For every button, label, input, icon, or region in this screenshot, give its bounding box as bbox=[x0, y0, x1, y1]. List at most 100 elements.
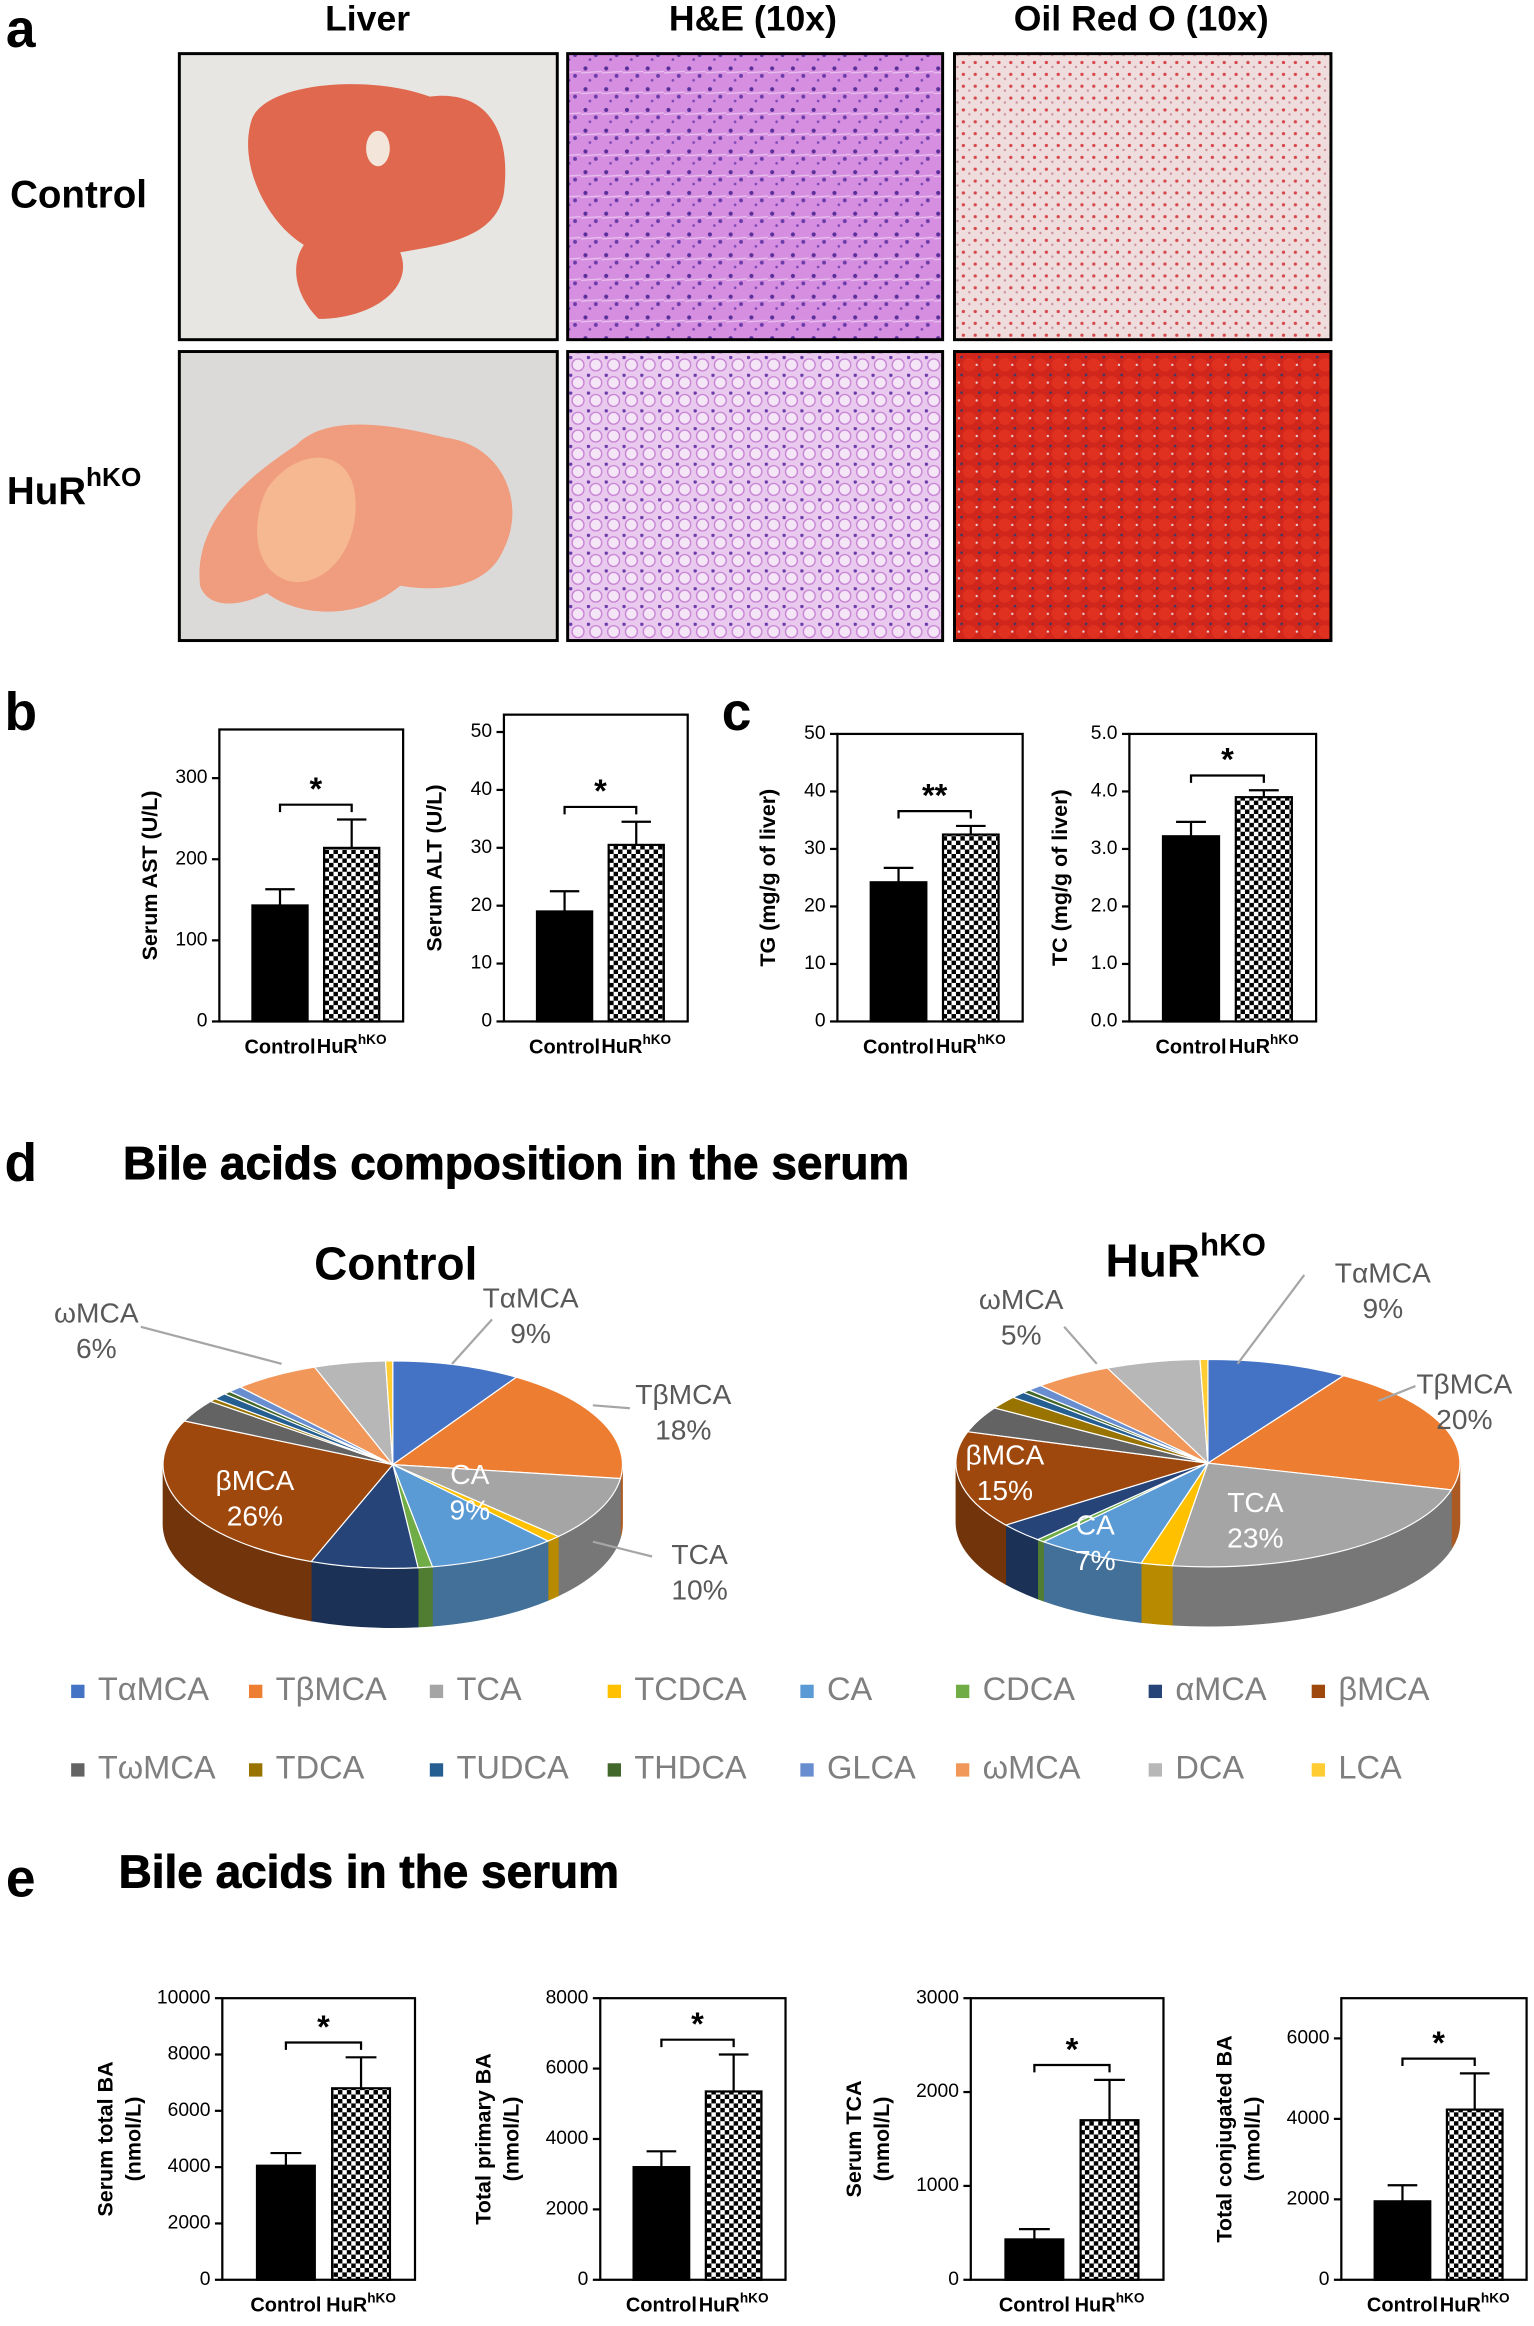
x-tick-label-sup: hKO bbox=[1270, 1032, 1299, 1047]
significance-bracket bbox=[563, 805, 638, 815]
significance-bracket bbox=[284, 2041, 363, 2050]
y-tick-label: 300 bbox=[175, 767, 207, 788]
oil-red-image bbox=[953, 350, 1333, 643]
plot-frame bbox=[599, 1997, 787, 2281]
pie-slice bbox=[310, 1463, 419, 1569]
y-axis-label: (nmol/L) bbox=[499, 2097, 523, 2182]
slice-label: 20% bbox=[1436, 1404, 1492, 1435]
significance: * bbox=[1432, 2024, 1445, 2061]
pie-side bbox=[1037, 1539, 1044, 1602]
pie-slice bbox=[392, 1360, 518, 1466]
bar bbox=[704, 2090, 763, 2281]
bar bbox=[535, 910, 594, 1023]
y-tick-label: 2000 bbox=[916, 2081, 959, 2102]
legend-swatch bbox=[955, 1763, 970, 1777]
bar bbox=[1161, 835, 1221, 1023]
x-tick-label-base: HuR bbox=[1075, 2295, 1117, 2317]
y-tick-label: 2000 bbox=[546, 2198, 589, 2219]
x-tick-label-sup: hKO bbox=[642, 1032, 671, 1047]
bar bbox=[941, 833, 1000, 1023]
slice-name: TCA bbox=[1227, 1487, 1284, 1518]
column-heading: Liver bbox=[325, 0, 410, 38]
legend-swatch bbox=[607, 1763, 622, 1777]
slice-name: ωMCA bbox=[54, 1297, 139, 1328]
legend-label: TαMCA bbox=[98, 1670, 209, 1707]
panel-letter: a bbox=[6, 0, 36, 59]
y-tick-label: 20 bbox=[804, 896, 825, 917]
legend-label: GLCA bbox=[827, 1749, 916, 1786]
legend-swatch bbox=[955, 1684, 970, 1699]
y-tick-label: 50 bbox=[804, 723, 825, 744]
legend-label: βMCA bbox=[1338, 1670, 1429, 1707]
x-tick-label-base: HuR bbox=[1229, 1036, 1271, 1058]
legend-swatch bbox=[429, 1684, 444, 1699]
y-tick-label: 8000 bbox=[168, 2044, 211, 2065]
y-tick-label: 4.0 bbox=[1091, 781, 1118, 802]
pie-slice bbox=[1206, 1375, 1461, 1491]
slice-label: 5% bbox=[1001, 1320, 1042, 1351]
x-tick-label-base: HuR bbox=[601, 1036, 643, 1058]
slice-name: βMCA bbox=[216, 1465, 295, 1496]
y-tick-label: 4000 bbox=[1287, 2108, 1330, 2129]
y-tick-label: 0 bbox=[948, 2269, 959, 2290]
y-tick-label: 10 bbox=[471, 953, 492, 974]
y-tick-label: 2000 bbox=[1287, 2188, 1330, 2209]
legend-label: THDCA bbox=[634, 1749, 747, 1786]
bar bbox=[251, 904, 309, 1023]
bar bbox=[869, 881, 928, 1023]
y-axis-label: TC (mg/g of liver) bbox=[1048, 789, 1072, 966]
x-tick-label: Control bbox=[1367, 2295, 1438, 2317]
slice-label: 10% bbox=[671, 1575, 727, 1606]
liver-lobe bbox=[257, 457, 356, 583]
y-tick-label: 8000 bbox=[546, 1987, 589, 2008]
plot-frame bbox=[221, 1997, 417, 2281]
x-tick-label: Control bbox=[250, 2295, 321, 2317]
y-tick-label: 0 bbox=[1319, 2269, 1330, 2290]
he-image bbox=[566, 350, 945, 643]
bar bbox=[1373, 2200, 1432, 2281]
legend-swatch bbox=[1148, 1763, 1162, 1777]
slice-name: ωMCA bbox=[979, 1284, 1064, 1315]
y-tick-label: 2.0 bbox=[1091, 896, 1118, 917]
y-tick-label: 0 bbox=[815, 1011, 826, 1032]
significance-bracket bbox=[1189, 774, 1265, 783]
y-axis-label: Serum ALT (U/L) bbox=[422, 785, 446, 952]
slice-label: 18% bbox=[655, 1414, 711, 1445]
column-heading: H&E (10x) bbox=[669, 0, 837, 38]
plot-frame bbox=[1128, 732, 1318, 1023]
y-tick-label: 100 bbox=[175, 929, 207, 950]
slice-name: TβMCA bbox=[635, 1379, 731, 1410]
slice-label: 9% bbox=[1362, 1293, 1403, 1324]
x-tick-label: HuRhKO bbox=[936, 1032, 1006, 1058]
x-tick-label: Control bbox=[529, 1036, 600, 1058]
x-tick-label-sup: hKO bbox=[367, 2291, 396, 2306]
legend-swatch bbox=[800, 1763, 814, 1777]
x-tick-label-sup: hKO bbox=[740, 2291, 769, 2306]
column-heading: Oil Red O (10x) bbox=[1014, 0, 1269, 38]
y-axis-label: (nmol/L) bbox=[122, 2097, 146, 2182]
legend-label: LCA bbox=[1338, 1749, 1402, 1786]
pie-side bbox=[417, 1566, 433, 1628]
slice-name: TβMCA bbox=[1416, 1368, 1512, 1399]
x-tick-label-base: HuR bbox=[699, 2295, 741, 2317]
y-tick-label: 3.0 bbox=[1091, 838, 1118, 859]
y-tick-label: 4000 bbox=[168, 2156, 211, 2177]
significance: * bbox=[594, 772, 607, 809]
pie-slice bbox=[1042, 1461, 1210, 1564]
y-tick-label: 0 bbox=[197, 1011, 208, 1032]
slice-label: 15% bbox=[977, 1475, 1033, 1506]
x-tick-label-sup: hKO bbox=[1481, 2291, 1510, 2306]
bar bbox=[1004, 2238, 1065, 2281]
y-axis-label: Serum AST (U/L) bbox=[138, 791, 162, 961]
pie-slice bbox=[391, 1463, 550, 1568]
slice-name: CA bbox=[1076, 1509, 1115, 1540]
panel-letter: b bbox=[4, 683, 37, 742]
bar bbox=[1234, 796, 1293, 1023]
plot-frame bbox=[836, 732, 1024, 1023]
x-tick-label-sup: hKO bbox=[1116, 2291, 1145, 2306]
legend-label: TDCA bbox=[276, 1749, 365, 1786]
section-title: Bile acids in the serum bbox=[119, 1845, 619, 1897]
y-tick-label: 30 bbox=[804, 838, 825, 859]
pie-slice bbox=[384, 1360, 394, 1465]
